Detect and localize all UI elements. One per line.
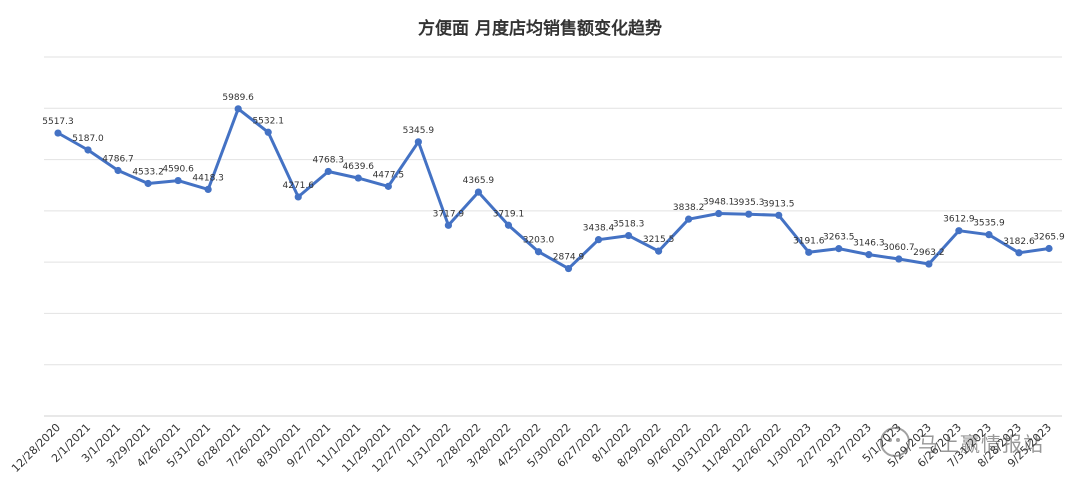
data-point [504, 221, 513, 229]
data-point [624, 231, 633, 240]
data-point [925, 260, 933, 268]
data-label: 3182.6 [1003, 237, 1035, 247]
data-point [324, 167, 332, 176]
watermark-text: 马上赢情报站 [918, 431, 1044, 456]
data-point [895, 255, 903, 263]
data-point [1015, 249, 1023, 257]
data-label: 3717.9 [433, 209, 465, 219]
data-point [805, 248, 813, 256]
data-point [594, 236, 603, 244]
data-label: 3518.3 [613, 220, 645, 230]
data-label: 4533.2 [132, 168, 164, 178]
data-label: 3719.1 [493, 209, 525, 219]
data-label: 3146.3 [853, 239, 885, 249]
series-line-layer [57, 107, 1050, 271]
data-point [775, 211, 783, 219]
data-point [354, 174, 362, 182]
watermark: 马上赢情报站 [880, 424, 1070, 460]
data-point [985, 231, 993, 239]
data-point [174, 176, 182, 185]
data-label: 3191.6 [793, 236, 825, 246]
data-label: 3263.5 [823, 233, 855, 243]
data-label: 3203.0 [523, 236, 555, 246]
data-point [384, 182, 392, 190]
data-point [144, 179, 152, 188]
data-point [655, 247, 663, 255]
data-label: 3935.3 [733, 198, 765, 208]
data-label: 5187.0 [72, 134, 104, 144]
data-point [745, 210, 753, 218]
data-point [534, 248, 543, 256]
gridlines [44, 56, 1062, 417]
data-label: 3265.9 [1033, 233, 1065, 243]
data-label: 3060.7 [883, 243, 915, 253]
data-label: 5345.9 [403, 126, 435, 136]
data-point [865, 251, 873, 259]
data-label: 3438.4 [583, 224, 615, 234]
data-label: 5517.3 [42, 117, 74, 127]
data-label: 4768.3 [313, 155, 345, 165]
data-points [54, 105, 1053, 273]
data-label: 4590.6 [162, 165, 194, 175]
data-point [114, 166, 122, 175]
data-label: 3913.5 [763, 199, 795, 209]
data-label: 2874.9 [553, 253, 585, 263]
data-label: 4271.6 [282, 181, 314, 191]
data-point [294, 193, 302, 201]
data-point [84, 146, 92, 154]
data-label: 3215.5 [643, 235, 675, 245]
data-point [234, 105, 242, 113]
data-point [955, 227, 963, 235]
data-label: 2963.2 [913, 248, 945, 258]
data-point [204, 185, 212, 194]
data-point [564, 264, 573, 273]
data-label: 4418.3 [192, 173, 224, 183]
data-point [414, 138, 422, 146]
wechat-icon [880, 427, 910, 457]
data-label: 4365.9 [463, 176, 495, 186]
data-label: 4639.6 [343, 162, 375, 172]
data-label: 4786.7 [102, 155, 134, 165]
data-label: 3838.2 [673, 203, 705, 213]
data-point [264, 128, 272, 136]
data-point [685, 215, 693, 223]
data-point [1045, 244, 1053, 253]
data-point [54, 129, 62, 137]
data-point [474, 188, 483, 196]
data-point [444, 221, 452, 229]
data-label: 5989.6 [222, 93, 254, 103]
data-label: 5532.1 [252, 116, 284, 126]
chart-title: 方便面 月度店均销售额变化趋势 [418, 19, 662, 39]
x-tick-label: 12/28/2020 [9, 421, 63, 475]
data-point [835, 245, 843, 253]
data-label: 3948.1 [703, 198, 735, 208]
data-label: 3535.9 [973, 219, 1005, 229]
data-point [715, 209, 723, 218]
data-label: 3612.9 [943, 215, 975, 225]
data-label: 4477.5 [373, 170, 405, 180]
series-line [57, 107, 1050, 271]
